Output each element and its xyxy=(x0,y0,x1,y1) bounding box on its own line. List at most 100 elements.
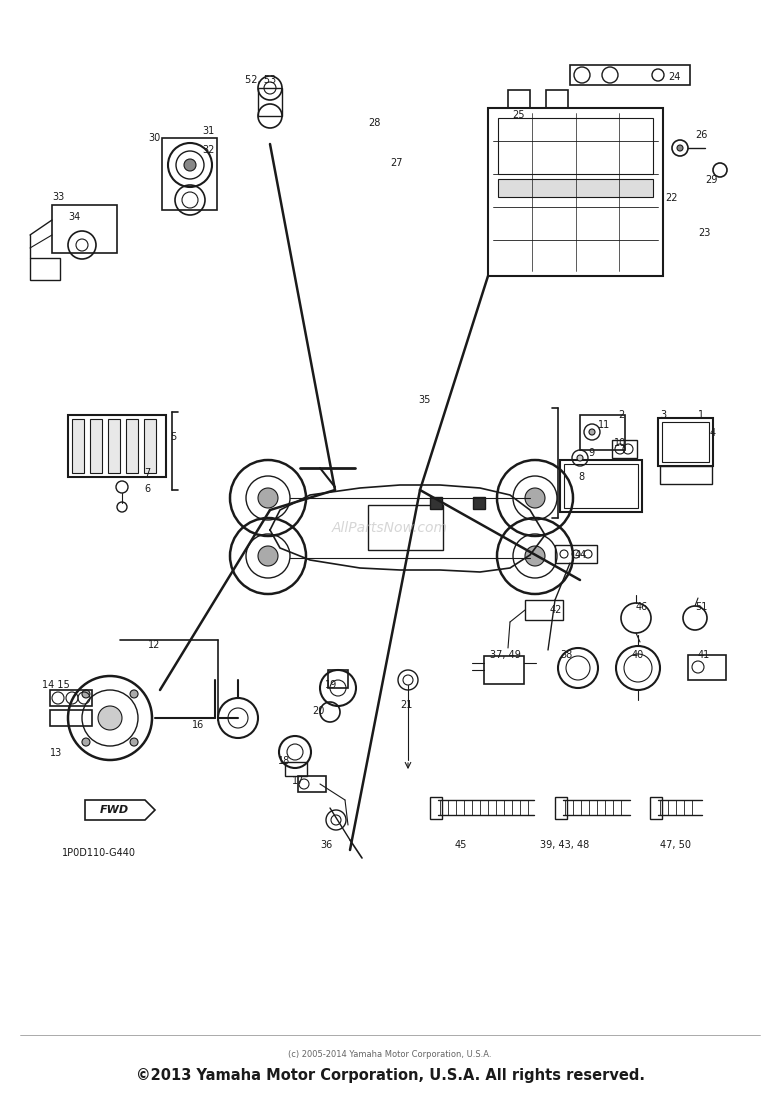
Text: 4: 4 xyxy=(710,428,716,438)
Circle shape xyxy=(589,428,595,435)
Bar xyxy=(508,90,530,108)
Text: 52, 53: 52, 53 xyxy=(245,75,276,85)
Text: 23: 23 xyxy=(698,228,711,238)
Bar xyxy=(660,466,712,484)
Bar xyxy=(50,710,92,726)
Bar xyxy=(473,497,485,509)
Bar xyxy=(258,88,282,117)
Text: 41: 41 xyxy=(698,650,711,660)
Circle shape xyxy=(130,738,138,746)
Text: 44: 44 xyxy=(575,549,587,561)
Bar xyxy=(108,418,120,473)
Polygon shape xyxy=(85,800,155,820)
Bar xyxy=(662,422,709,462)
Bar xyxy=(368,505,443,549)
Text: 22: 22 xyxy=(665,193,678,203)
Circle shape xyxy=(82,690,90,698)
Text: 42: 42 xyxy=(550,605,562,615)
Text: 10: 10 xyxy=(614,438,626,448)
Bar xyxy=(50,690,92,706)
Text: 37, 49: 37, 49 xyxy=(490,650,521,660)
Bar xyxy=(525,601,563,620)
Bar xyxy=(430,497,442,509)
Circle shape xyxy=(258,546,278,566)
Text: 34: 34 xyxy=(68,212,80,222)
Bar xyxy=(570,65,690,85)
Text: 35: 35 xyxy=(418,395,431,405)
Text: 46: 46 xyxy=(636,602,648,612)
Text: 2: 2 xyxy=(618,410,624,420)
Circle shape xyxy=(98,706,122,730)
Text: 9: 9 xyxy=(588,448,594,458)
Bar xyxy=(498,118,653,174)
Bar xyxy=(612,440,637,458)
Bar xyxy=(546,90,568,108)
Text: 36: 36 xyxy=(320,840,332,850)
Text: 32: 32 xyxy=(202,145,215,155)
Text: (c) 2005-2014 Yamaha Motor Corporation, U.S.A.: (c) 2005-2014 Yamaha Motor Corporation, … xyxy=(289,1050,491,1059)
Circle shape xyxy=(82,738,90,746)
Text: 16: 16 xyxy=(192,720,204,730)
Text: 25: 25 xyxy=(512,110,524,120)
Text: 31: 31 xyxy=(202,127,215,137)
Bar xyxy=(560,460,642,512)
Text: 28: 28 xyxy=(368,118,381,128)
Bar xyxy=(90,418,102,473)
Bar xyxy=(555,797,567,819)
Circle shape xyxy=(677,145,683,151)
Bar xyxy=(564,464,638,508)
Bar xyxy=(650,797,662,819)
Bar xyxy=(658,418,713,466)
Bar xyxy=(430,797,442,819)
Text: 5: 5 xyxy=(170,432,176,442)
Circle shape xyxy=(525,488,545,508)
Text: 17: 17 xyxy=(292,776,304,786)
Text: 1P0D110-G440: 1P0D110-G440 xyxy=(62,848,136,858)
Text: 14 15: 14 15 xyxy=(42,680,69,690)
Text: 8: 8 xyxy=(578,472,584,482)
Circle shape xyxy=(184,159,196,171)
Text: 21: 21 xyxy=(400,700,413,710)
Text: 39, 43, 48: 39, 43, 48 xyxy=(540,840,589,850)
Bar xyxy=(126,418,138,473)
Text: 30: 30 xyxy=(148,133,160,143)
Bar xyxy=(285,761,307,776)
Bar xyxy=(688,655,726,680)
Circle shape xyxy=(258,488,278,508)
Text: ©2013 Yamaha Motor Corporation, U.S.A. All rights reserved.: ©2013 Yamaha Motor Corporation, U.S.A. A… xyxy=(136,1068,644,1083)
Text: 13: 13 xyxy=(50,748,62,758)
Circle shape xyxy=(577,455,583,461)
Bar xyxy=(72,418,84,473)
Bar xyxy=(488,108,663,276)
Text: 40: 40 xyxy=(632,650,644,660)
Text: 6: 6 xyxy=(144,484,150,494)
Text: 51: 51 xyxy=(695,602,707,612)
Text: 45: 45 xyxy=(455,840,467,850)
Bar xyxy=(162,138,217,210)
Text: 20: 20 xyxy=(312,706,324,716)
Text: 33: 33 xyxy=(52,192,64,202)
Circle shape xyxy=(130,690,138,698)
Bar xyxy=(580,415,625,450)
Text: 27: 27 xyxy=(390,158,402,168)
Text: 1: 1 xyxy=(698,410,704,420)
Text: 12: 12 xyxy=(148,640,161,650)
Text: 26: 26 xyxy=(695,130,707,140)
Bar xyxy=(68,415,166,477)
Bar xyxy=(52,205,117,253)
Text: FWD: FWD xyxy=(100,805,129,815)
Bar xyxy=(555,545,597,563)
Text: AllPartsNow.com: AllPartsNow.com xyxy=(332,521,448,535)
Circle shape xyxy=(525,546,545,566)
Text: 47, 50: 47, 50 xyxy=(660,840,691,850)
Text: 7: 7 xyxy=(144,468,151,478)
Text: 19: 19 xyxy=(325,680,337,690)
Text: 38: 38 xyxy=(560,650,573,660)
Bar xyxy=(144,418,156,473)
Bar xyxy=(484,656,524,684)
Bar xyxy=(498,179,653,196)
Text: 11: 11 xyxy=(598,420,610,430)
Text: 18: 18 xyxy=(278,756,290,766)
Text: 24: 24 xyxy=(668,72,680,82)
Bar xyxy=(298,776,326,793)
